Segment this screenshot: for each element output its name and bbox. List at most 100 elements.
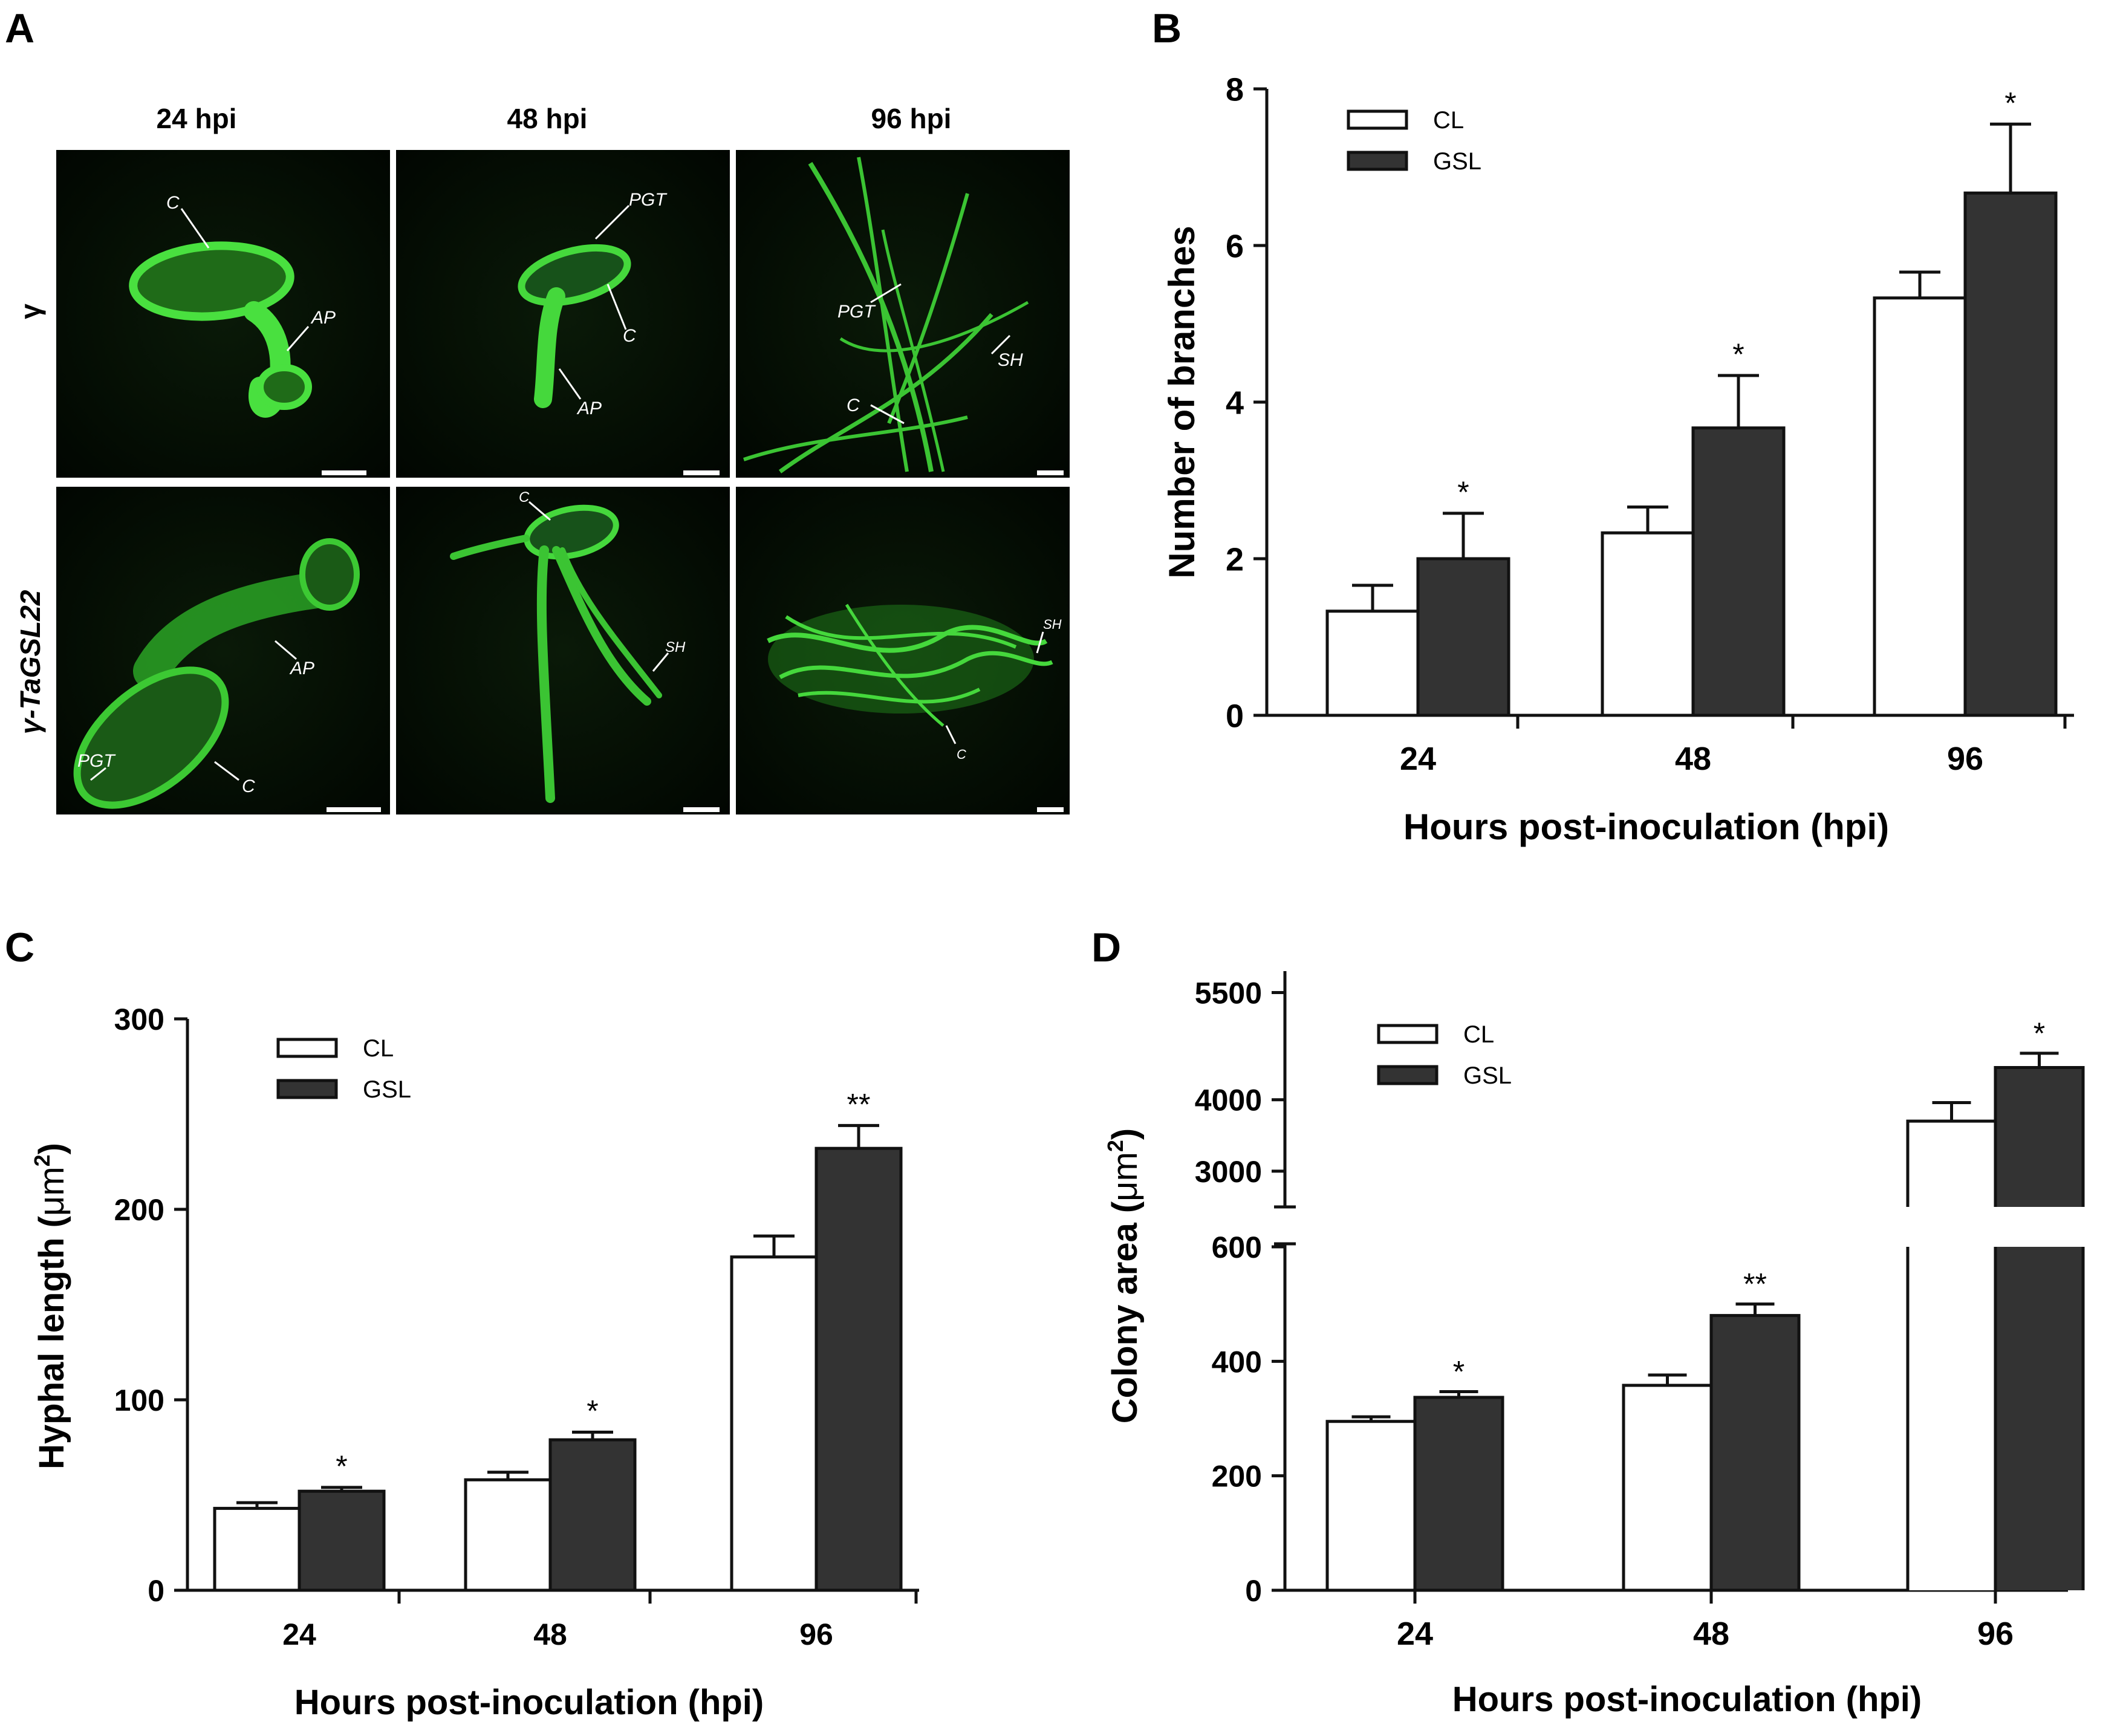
- panel-label-c: C: [5, 925, 34, 970]
- legend-swatch-gsl: [1377, 1065, 1439, 1085]
- chart-hyphal-length: 0 100 200 300 24 * 48 * 96 ** Hours post-inoculati…: [30, 1003, 919, 1722]
- legend-swatch-cl: [1347, 109, 1408, 130]
- legend-label-cl: CL: [363, 1035, 394, 1062]
- panel-label-d: D: [1091, 925, 1121, 970]
- legend-swatch-cl: [1377, 1024, 1439, 1044]
- x-axis-title: Hours post-inoculation (hpi): [1452, 1680, 1922, 1719]
- x-tick-label: 96: [1947, 741, 1983, 777]
- x-tick-label: 96: [799, 1617, 833, 1651]
- micro-annot-r0c1-0: PGT: [629, 190, 668, 210]
- significance-marker: *: [587, 1394, 598, 1428]
- micro-annot-r1c0-2: C: [242, 776, 255, 796]
- micrograph-r0c2: PGT SH C: [736, 150, 1070, 478]
- micro-annot-r0c2-2: C: [847, 395, 860, 415]
- micrograph-panel: 24 hpi 48 hpi 96 hpi γ γ-TaGSL22 C AP PG…: [15, 103, 1070, 814]
- bar-cl-96: [1873, 296, 1967, 717]
- micrograph-r1c1: C SH: [396, 487, 730, 814]
- bar-gsl-96: [1963, 191, 2058, 717]
- bar-cl-96-upper: [1908, 1121, 1995, 1207]
- legend-label-gsl: GSL: [363, 1076, 411, 1103]
- y-tick-label: 400: [1212, 1345, 1262, 1379]
- bar-gsl-24: [1416, 557, 1510, 717]
- significance-marker: *: [336, 1449, 347, 1483]
- micro-annot-r0c1-1: C: [623, 326, 636, 346]
- micrograph-r1c0: AP PGT C: [56, 487, 390, 814]
- micro-col-header-48: 48 hpi: [507, 103, 588, 134]
- micro-annot-r1c2-1: C: [957, 747, 966, 762]
- bar-gsl-24: [297, 1489, 386, 1592]
- y-tick-label: 6: [1226, 228, 1244, 264]
- y-axis-title: Colony area (μm2): [1103, 1128, 1145, 1424]
- micro-annot-r0c0-0: C: [166, 193, 180, 213]
- y-tick-label: 2: [1226, 541, 1244, 577]
- x-tick-label: 24: [282, 1617, 316, 1651]
- bar-cl-96-lower: [1908, 1247, 1995, 1590]
- significance-marker: *: [2034, 1016, 2045, 1050]
- significance-marker: *: [1732, 337, 1744, 371]
- y-tick-label: 200: [1212, 1460, 1262, 1494]
- significance-marker: **: [1743, 1267, 1767, 1301]
- bar-cl-48: [1622, 1383, 1713, 1592]
- bar-outline-upper: [1994, 1066, 2085, 1207]
- chart-colony-area: 0 200 400 600 3000 4000 5500 24 * 48 ** 96 * Hours po…: [1103, 971, 2085, 1719]
- bar-gsl-48: [548, 1438, 637, 1592]
- y-tick-label: 5500: [1195, 976, 1262, 1010]
- y-tick-label: 4: [1226, 385, 1244, 421]
- significance-marker: *: [2004, 86, 2016, 120]
- bar-gsl-96-lower: [1995, 1247, 2083, 1590]
- micro-annot-r0c1-2: AP: [576, 398, 602, 418]
- y-tick-label: 0: [1226, 698, 1244, 734]
- bar-cl-96: [730, 1255, 818, 1592]
- micro-annot-r1c0-0: AP: [289, 658, 314, 678]
- bar-cl-48: [464, 1478, 552, 1592]
- micro-annot-r1c1-1: SH: [665, 639, 686, 655]
- micro-row-label-gamma: γ: [15, 304, 46, 319]
- y-tick-label: 0: [148, 1574, 164, 1608]
- significance-marker: *: [1457, 475, 1469, 509]
- legend-label-gsl: GSL: [1463, 1062, 1512, 1089]
- micrograph-r0c1: PGT C AP: [396, 150, 730, 478]
- legend-label-cl: CL: [1433, 107, 1464, 134]
- micro-annot-r0c0-1: AP: [310, 308, 336, 328]
- x-axis-title: Hours post-inoculation (hpi): [1403, 807, 1889, 847]
- legend-swatch-cl: [276, 1038, 338, 1058]
- bar-gsl-48: [1709, 1314, 1801, 1592]
- legend-swatch-gsl: [1347, 151, 1408, 171]
- x-axis-title: Hours post-inoculation (hpi): [294, 1683, 764, 1722]
- micrograph-r1c2: SH C: [736, 487, 1070, 814]
- micro-annot-r1c1-0: C: [519, 489, 530, 506]
- x-tick-label: 48: [1693, 1616, 1729, 1652]
- x-tick-label: 24: [1397, 1616, 1433, 1652]
- y-tick-label: 300: [114, 1003, 164, 1036]
- micro-annot-r0c2-0: PGT: [837, 302, 876, 322]
- bar-cl-48: [1601, 531, 1695, 717]
- micro-annot-r0c2-1: SH: [998, 350, 1023, 370]
- x-tick-label: 48: [1675, 741, 1711, 777]
- y-tick-label: 0: [1245, 1574, 1262, 1608]
- significance-marker: **: [847, 1087, 871, 1121]
- y-tick-label: 200: [114, 1193, 164, 1227]
- bar-gsl-96-upper: [1995, 1067, 2083, 1207]
- micro-col-header-96: 96 hpi: [871, 103, 952, 134]
- bar-cl-24: [1325, 610, 1420, 717]
- panel-label-a: A: [5, 5, 34, 51]
- bar-cl-24: [213, 1507, 301, 1592]
- x-tick-label: 24: [1400, 741, 1436, 777]
- legend-swatch-gsl: [276, 1079, 338, 1099]
- significance-marker: *: [1453, 1355, 1465, 1389]
- micro-annot-r1c2-0: SH: [1043, 617, 1062, 632]
- y-tick-label: 4000: [1195, 1084, 1262, 1117]
- bar-cl-24: [1325, 1420, 1417, 1592]
- y-tick-label: 3000: [1195, 1155, 1262, 1189]
- micro-row-label-gamma-tagsl22: γ-TaGSL22: [15, 590, 46, 734]
- x-tick-label: 96: [1977, 1616, 2014, 1652]
- bar-gsl-24: [1413, 1396, 1504, 1592]
- bar-gsl-48: [1691, 426, 1786, 717]
- micrograph-r0c0: C AP: [56, 150, 390, 478]
- y-axis-title: Hyphal length (μm2): [30, 1143, 71, 1469]
- x-tick-label: 48: [533, 1617, 567, 1651]
- legend-label-gsl: GSL: [1433, 148, 1481, 175]
- y-axis-title: Number of branches: [1162, 226, 1202, 578]
